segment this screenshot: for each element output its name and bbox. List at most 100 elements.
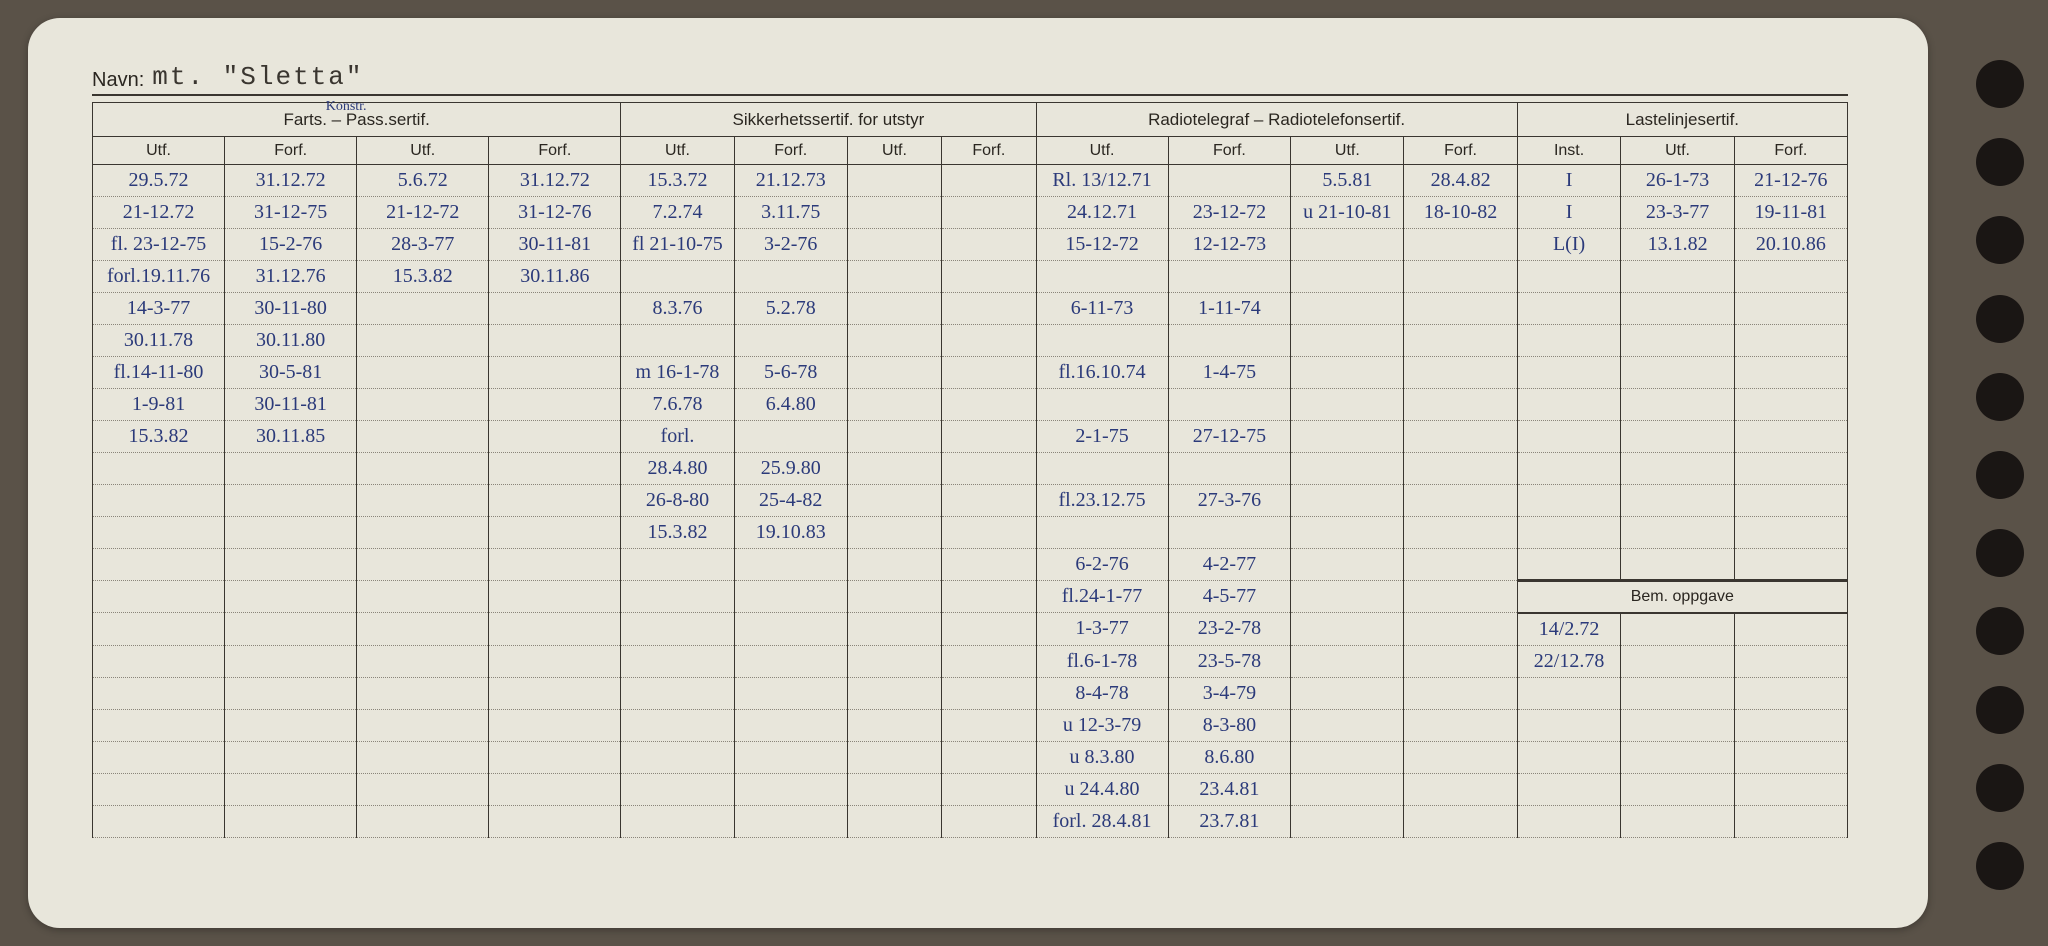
cell (621, 261, 734, 293)
cell: 8-4-78 (1036, 677, 1168, 709)
cell (93, 741, 225, 773)
punch-hole (1976, 529, 2024, 577)
cell (1404, 389, 1517, 421)
cell: fl 21-10-75 (621, 229, 734, 261)
punch-hole (1976, 216, 2024, 264)
cell (942, 293, 1036, 325)
cell: 5.2.78 (734, 293, 847, 325)
cell (942, 357, 1036, 389)
cell: 27-3-76 (1168, 485, 1291, 517)
cell: 30-5-81 (225, 357, 357, 389)
cell (847, 805, 941, 837)
sub-utf-4: Utf. (847, 137, 941, 165)
cell (1404, 709, 1517, 741)
cell: fl.23.12.75 (1036, 485, 1168, 517)
cell (1168, 261, 1291, 293)
cell (847, 165, 941, 197)
cell (1621, 805, 1734, 837)
ledger-table-wrap: Farts. – Pass.sertif. Konstr. Sikkerhets… (92, 102, 1848, 908)
cell: 23-5-78 (1168, 645, 1291, 677)
cell: m 16-1-78 (621, 357, 734, 389)
cell (357, 549, 489, 581)
cell (734, 741, 847, 773)
cell: fl.24-1-77 (1036, 581, 1168, 613)
cell (357, 357, 489, 389)
cell: 21.12.73 (734, 165, 847, 197)
cell (1734, 389, 1847, 421)
cell: 3-2-76 (734, 229, 847, 261)
cell (1404, 549, 1517, 581)
cell (1734, 773, 1847, 805)
cell (489, 421, 621, 453)
cell (1291, 645, 1404, 677)
table-row: forl. 28.4.8123.7.81 (93, 805, 1848, 837)
punch-hole (1976, 451, 2024, 499)
table-row: 15.3.8230.11.85forl.2-1-7527-12-75 (93, 421, 1848, 453)
cell: 31.12.72 (489, 165, 621, 197)
cell (942, 677, 1036, 709)
punch-hole (1976, 764, 2024, 812)
cell (942, 805, 1036, 837)
cell: 30.11.85 (225, 421, 357, 453)
cell: 14-3-77 (93, 293, 225, 325)
cell (1517, 485, 1621, 517)
bem-header: Bem. oppgave (1517, 581, 1847, 613)
cell: 8.3.76 (621, 293, 734, 325)
cell (1621, 645, 1734, 677)
cell: 4-2-77 (1168, 549, 1291, 581)
cell: fl.6-1-78 (1036, 645, 1168, 677)
cell (847, 581, 941, 613)
cell (357, 709, 489, 741)
cell: 26-8-80 (621, 485, 734, 517)
cell (621, 581, 734, 613)
cell: 22/12.78 (1517, 645, 1621, 677)
cell: forl.19.11.76 (93, 261, 225, 293)
cell (1291, 581, 1404, 613)
table-row: fl. 23-12-7515-2-7628-3-7730-11-81fl 21-… (93, 229, 1848, 261)
cell (93, 581, 225, 613)
cell: 15-12-72 (1036, 229, 1168, 261)
cell (1291, 613, 1404, 646)
sub-utf-1: Utf. (93, 137, 225, 165)
cell: 28.4.82 (1404, 165, 1517, 197)
cell (93, 517, 225, 549)
cell (1168, 453, 1291, 485)
cell (489, 805, 621, 837)
table-row: fl.6-1-7823-5-78 22/12.78 (93, 645, 1848, 677)
cell (1404, 261, 1517, 293)
cell (1291, 805, 1404, 837)
cell (942, 485, 1036, 517)
cell (1291, 357, 1404, 389)
cell: 15.3.82 (93, 421, 225, 453)
table-row: 29.5.7231.12.725.6.7231.12.7215.3.7221.1… (93, 165, 1848, 197)
punch-hole (1976, 295, 2024, 343)
cell (1291, 325, 1404, 357)
sub-inst: Inst. (1517, 137, 1621, 165)
cell (225, 709, 357, 741)
cell: 30-11-81 (225, 389, 357, 421)
cell (225, 549, 357, 581)
table-row: u 8.3.808.6.80 (93, 741, 1848, 773)
cell (93, 613, 225, 646)
cell (1291, 485, 1404, 517)
cell (621, 613, 734, 646)
cell (1404, 773, 1517, 805)
cell (1621, 261, 1734, 293)
cell: 30-11-80 (225, 293, 357, 325)
cell: 1-4-75 (1168, 357, 1291, 389)
cell (357, 773, 489, 805)
cell: 6.4.80 (734, 389, 847, 421)
cell (734, 581, 847, 613)
cell: 30-11-81 (489, 229, 621, 261)
table-row: 28.4.8025.9.80 (93, 453, 1848, 485)
cell: 19-11-81 (1734, 197, 1847, 229)
cell: L(I) (1517, 229, 1621, 261)
punch-hole (1976, 842, 2024, 890)
table-row: fl.24-1-774-5-77Bem. oppgave (93, 581, 1848, 613)
cell (1291, 741, 1404, 773)
cell (734, 613, 847, 646)
cell (1517, 805, 1621, 837)
cell (1404, 293, 1517, 325)
cell: 2-1-75 (1036, 421, 1168, 453)
cell (357, 741, 489, 773)
